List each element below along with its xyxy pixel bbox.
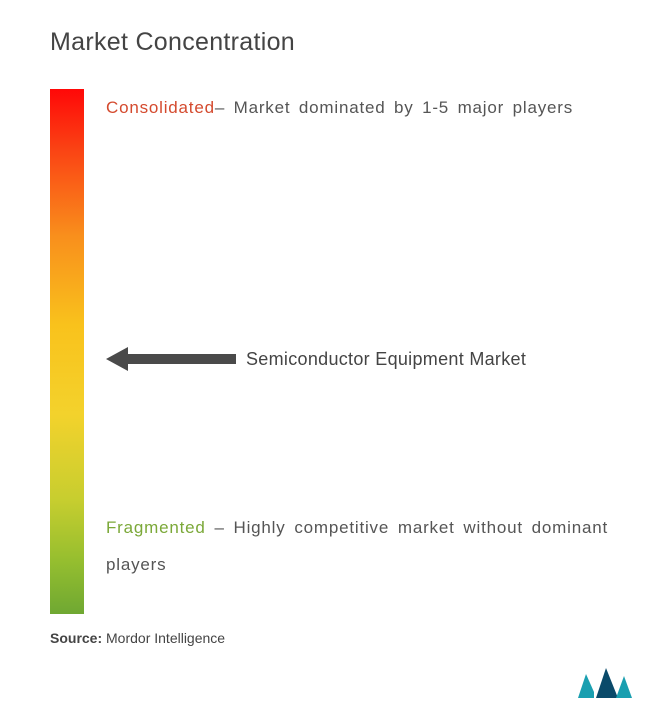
fragmented-description: Fragmented – Highly competitive market w… [106, 509, 608, 584]
consolidated-label: Consolidated [106, 98, 215, 117]
mordor-logo-icon [576, 664, 636, 702]
consolidated-text: – Market dominated by 1-5 major players [215, 98, 573, 117]
concentration-gradient-bar [50, 89, 84, 614]
source-value: Mordor Intelligence [102, 630, 225, 646]
consolidated-description: Consolidated– Market dominated by 1-5 ma… [106, 89, 608, 126]
marker-section: Semiconductor Equipment Market [106, 344, 526, 374]
text-column: Consolidated– Market dominated by 1-5 ma… [106, 89, 608, 614]
source-row: Source: Mordor Intelligence [50, 630, 608, 646]
fragmented-label: Fragmented [106, 518, 206, 537]
arrow-left-icon [106, 344, 236, 374]
market-label: Semiconductor Equipment Market [246, 345, 526, 374]
page-title: Market Concentration [50, 28, 608, 57]
content-row: Consolidated– Market dominated by 1-5 ma… [50, 89, 608, 614]
source-label: Source: [50, 630, 102, 646]
